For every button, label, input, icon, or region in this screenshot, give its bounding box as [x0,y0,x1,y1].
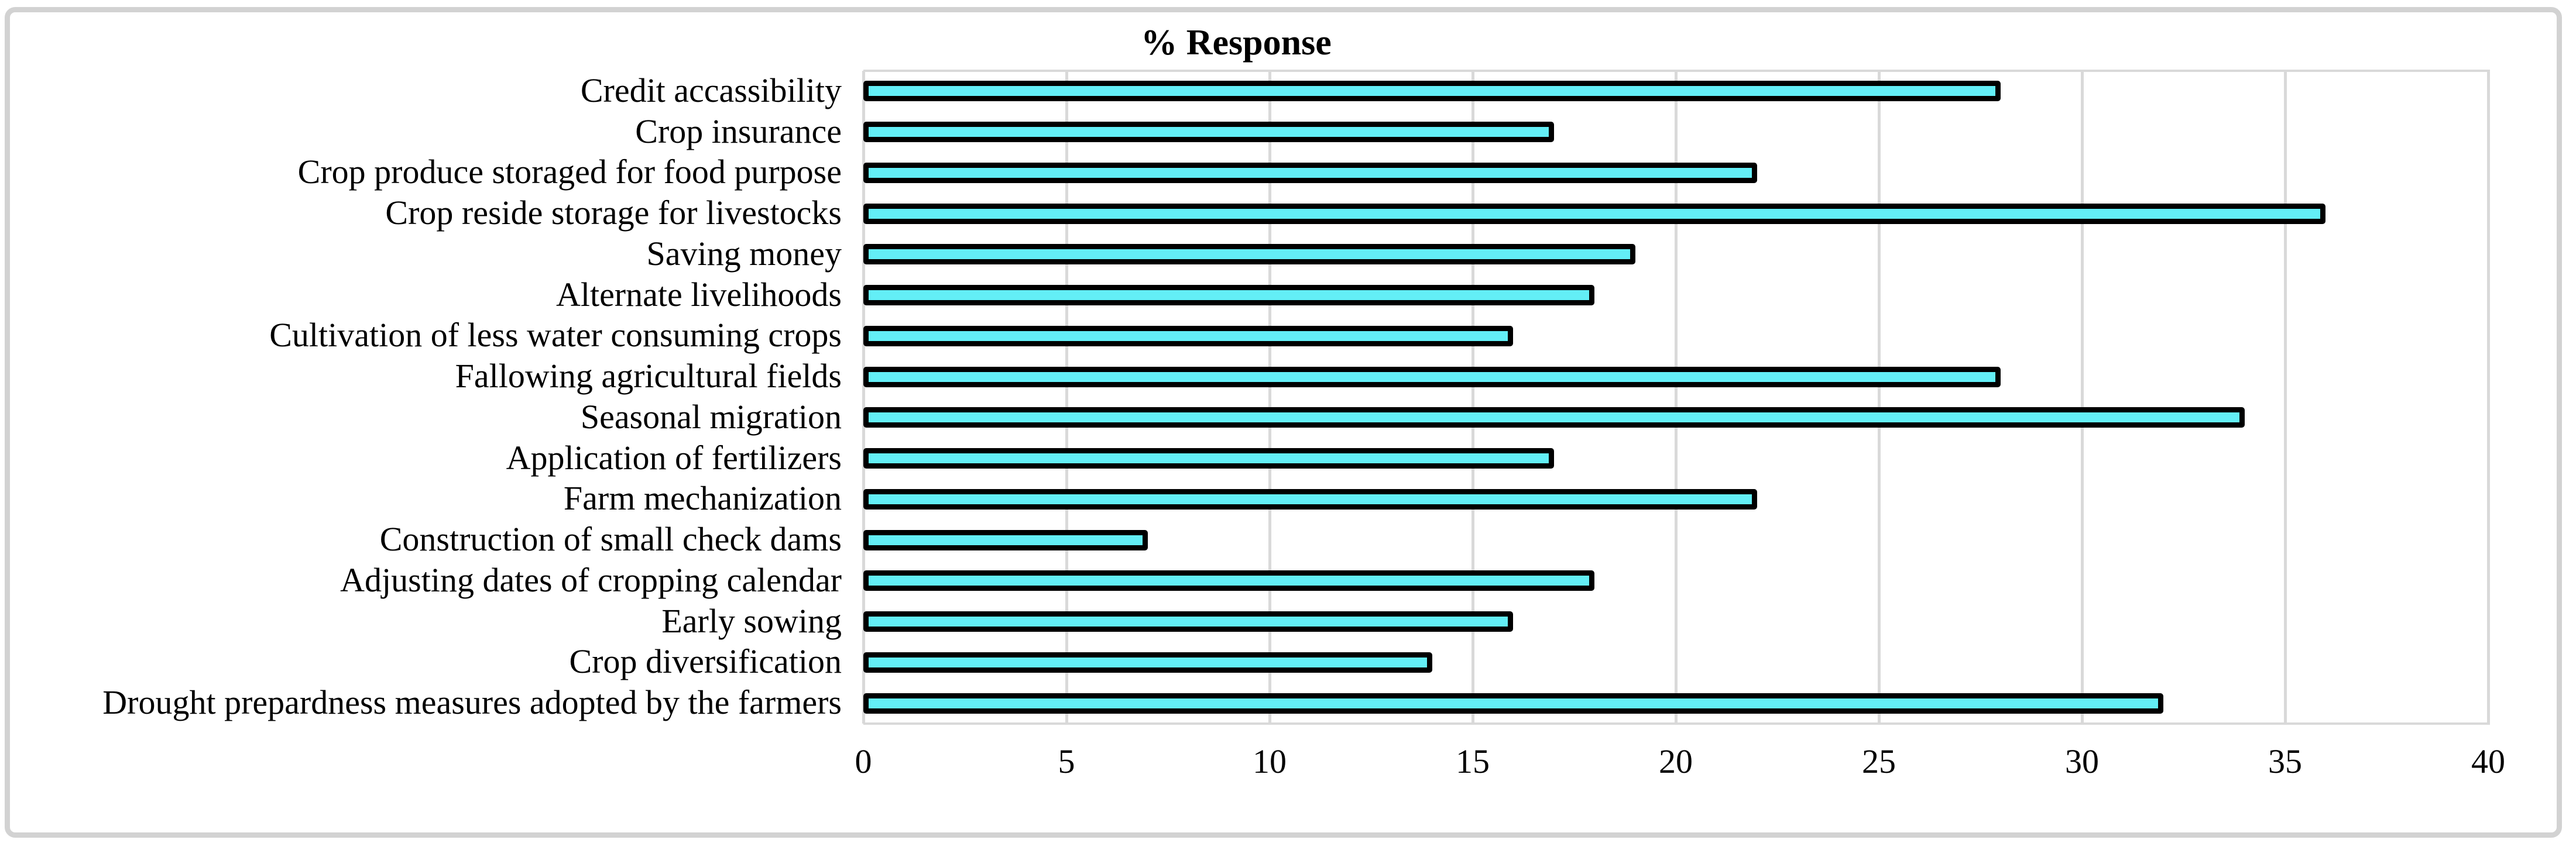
bar [863,162,1757,183]
tick-label: 5 [1058,742,1075,780]
gridline [2486,71,2490,724]
bar [863,448,1554,469]
bar [863,652,1432,673]
category-label: Saving money [646,235,842,273]
category-label: Application of fertilizers [506,438,842,477]
tick-label: 35 [2268,742,2302,780]
bar [863,611,1514,632]
category-label: Crop diversification [569,642,842,681]
gridline [862,71,865,724]
bar [863,325,1514,346]
bar [863,488,1757,510]
tick-label: 0 [855,742,872,780]
bar [863,122,1554,143]
bar [863,570,1595,591]
tick-label: 20 [1659,742,1693,780]
category-label: Crop reside storage for livestocks [385,194,842,232]
tick-label: 30 [2065,742,2099,780]
plot-top-border [863,70,2490,72]
category-label: Alternate livelihoods [555,275,842,314]
category-label: Credit accassibility [580,71,842,110]
tick-label: 40 [2471,742,2505,780]
category-label: Construction of small check dams [379,520,842,559]
gridline [1877,71,1881,724]
bar [863,529,1148,550]
category-label: Early sowing [661,601,842,640]
category-label: Seasonal migration [580,398,842,436]
category-label: Cultivation of less water consuming crop… [269,316,842,354]
gridline [2080,71,2084,724]
gridline [1674,71,1678,724]
gridline [1268,71,1271,724]
bar [863,366,2001,387]
gridline [2283,71,2287,724]
bar [863,203,2326,224]
category-label: Crop insurance [635,112,842,150]
bar [863,285,1595,306]
chart-frame [5,7,2562,838]
tick-label: 25 [1862,742,1896,780]
bar [863,407,2245,428]
bar [863,244,1635,265]
gridline [1065,71,1068,724]
tick-label: 15 [1456,742,1490,780]
bar [863,81,2001,102]
chart-title: % Response [1141,23,1332,63]
x-axis-line [863,722,2490,725]
category-label: Farm mechanization [563,479,842,518]
category-label: Fallowing agricultural fields [455,357,842,395]
tick-label: 10 [1253,742,1287,780]
category-label: Crop produce storaged for food purpose [297,153,842,191]
category-label: Drought prepardness measures adopted by … [102,683,842,722]
bar [863,693,2163,714]
category-label: Adjusting dates of cropping calendar [340,561,842,600]
gridline [1471,71,1474,724]
